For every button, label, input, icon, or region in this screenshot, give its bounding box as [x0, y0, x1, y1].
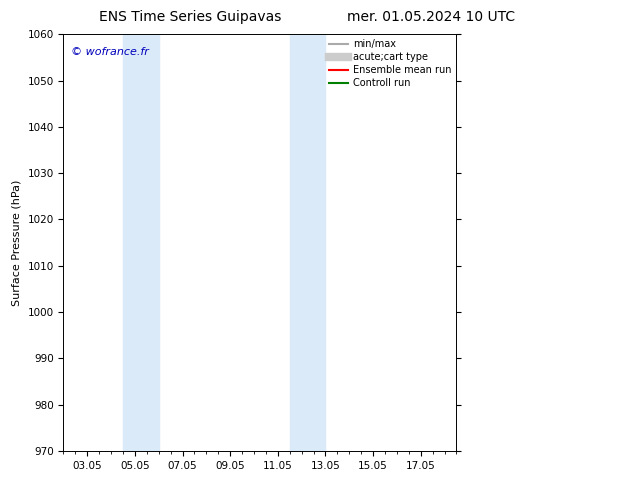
- Y-axis label: Surface Pressure (hPa): Surface Pressure (hPa): [12, 179, 22, 306]
- Text: © wofrance.fr: © wofrance.fr: [71, 47, 149, 57]
- Text: ENS Time Series Guipavas: ENS Time Series Guipavas: [99, 10, 281, 24]
- Text: mer. 01.05.2024 10 UTC: mer. 01.05.2024 10 UTC: [347, 10, 515, 24]
- Bar: [123, 34, 158, 451]
- Bar: [290, 34, 325, 451]
- Legend: min/max, acute;cart type, Ensemble mean run, Controll run: min/max, acute;cart type, Ensemble mean …: [329, 39, 451, 88]
